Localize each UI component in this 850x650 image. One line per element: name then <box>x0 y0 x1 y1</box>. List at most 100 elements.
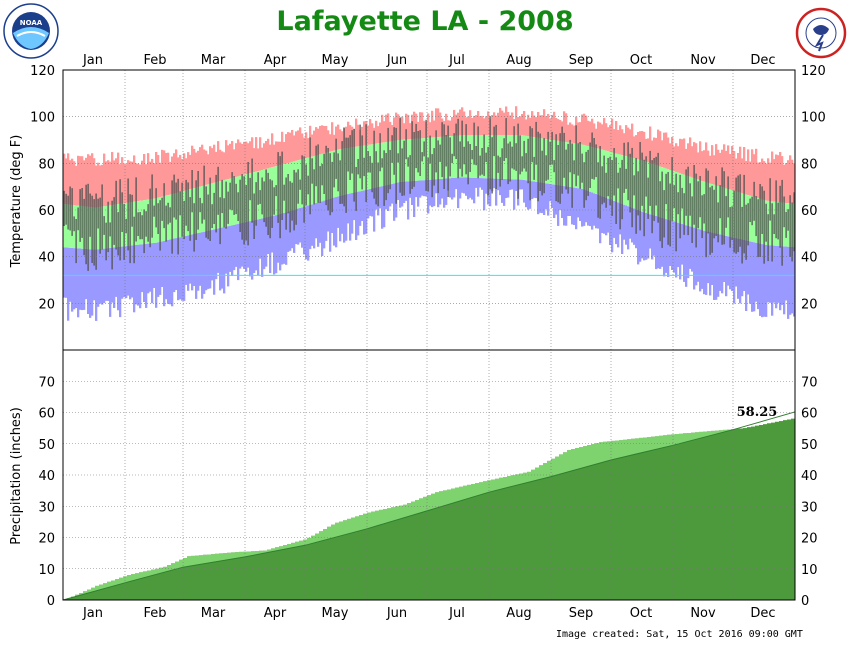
observed-bar <box>101 184 103 250</box>
record-low-bar <box>461 177 464 193</box>
record-high-bar <box>659 131 662 167</box>
observed-bar <box>741 206 743 264</box>
observed-bar <box>493 126 495 157</box>
precip-ytick-left: 20 <box>38 532 55 547</box>
observed-bar <box>295 172 297 225</box>
observed-bar <box>419 130 421 176</box>
observed-bar <box>107 201 109 253</box>
observed-bar <box>207 194 209 240</box>
observed-bar <box>693 165 695 225</box>
record-high-bar <box>329 134 332 152</box>
normal-range-bar <box>65 204 68 248</box>
record-high-bar <box>345 126 348 149</box>
month-label-top: Jul <box>448 53 465 68</box>
observed-bar <box>675 173 677 252</box>
observed-bar <box>611 160 613 216</box>
record-low-bar <box>763 244 766 317</box>
observed-bar <box>347 137 349 172</box>
record-low-bar <box>279 214 282 271</box>
record-low-bar <box>439 178 442 205</box>
record-low-bar <box>469 177 472 198</box>
record-high-bar <box>717 149 720 186</box>
observed-bar <box>183 200 185 240</box>
observed-bar <box>473 122 475 165</box>
observed-bar <box>391 135 393 163</box>
record-high-bar <box>271 133 274 168</box>
record-high-bar <box>469 110 472 136</box>
record-high-bar <box>251 137 254 173</box>
record-low-bar <box>83 248 86 310</box>
observed-bar <box>677 192 679 215</box>
observed-bar <box>709 187 711 255</box>
record-high-bar <box>205 150 208 185</box>
record-low-bar <box>673 221 676 273</box>
record-low-bar <box>181 236 184 301</box>
record-low-bar <box>85 249 88 300</box>
record-high-bar <box>159 162 162 198</box>
record-low-bar <box>621 203 624 254</box>
record-low-bar <box>203 231 206 294</box>
observed-bar <box>399 117 401 193</box>
record-high-bar <box>635 135 638 159</box>
record-low-bar <box>567 186 570 216</box>
record-low-bar <box>549 184 552 202</box>
observed-bar <box>701 195 703 239</box>
month-label-top: Nov <box>690 53 716 68</box>
record-high-bar <box>291 130 294 162</box>
observed-bar <box>615 157 617 224</box>
precip-ytick-right: 70 <box>801 375 818 390</box>
record-low-bar <box>723 235 726 282</box>
record-low-bar <box>227 226 230 287</box>
temp-ytick-left: 120 <box>30 64 55 79</box>
record-low-bar <box>509 179 512 190</box>
record-high-bar <box>479 116 482 136</box>
record-high-bar <box>557 119 560 141</box>
record-high-bar <box>391 125 394 142</box>
record-high-bar <box>539 115 542 138</box>
record-high-bar <box>553 111 556 141</box>
record-high-bar <box>695 143 698 179</box>
record-low-bar <box>451 178 454 200</box>
observed-bar <box>321 163 323 186</box>
observed-bar <box>97 198 99 229</box>
observed-bar <box>91 195 93 263</box>
record-high-bar <box>705 142 708 183</box>
observed-bar <box>743 174 745 254</box>
record-low-bar <box>161 241 164 287</box>
record-low-bar <box>785 246 788 301</box>
record-high-bar <box>515 106 518 136</box>
record-low-bar <box>561 185 564 218</box>
record-low-bar <box>157 242 160 297</box>
observed-bar <box>427 157 429 192</box>
observed-bar <box>601 166 603 205</box>
record-low-bar <box>581 188 584 227</box>
observed-bar <box>355 167 357 211</box>
record-high-bar <box>397 114 400 141</box>
record-low-bar <box>335 196 338 248</box>
record-high-bar <box>177 157 180 193</box>
observed-bar <box>323 153 325 194</box>
record-low-bar <box>665 219 668 273</box>
record-high-bar <box>191 145 194 189</box>
record-low-bar <box>149 243 152 292</box>
record-high-bar <box>183 153 186 191</box>
record-high-bar <box>121 157 124 204</box>
record-high-bar <box>725 150 728 189</box>
record-high-bar <box>325 126 328 153</box>
record-low-bar <box>713 233 716 300</box>
observed-bar <box>285 177 287 230</box>
record-low-bar <box>751 241 754 312</box>
observed-bar <box>317 144 319 203</box>
observed-bar <box>265 169 267 227</box>
record-high-bar <box>559 120 562 142</box>
record-low-bar <box>541 182 544 214</box>
record-low-bar <box>519 179 522 190</box>
record-low-bar <box>273 215 276 275</box>
record-high-bar <box>283 142 286 165</box>
observed-bar <box>103 216 105 235</box>
record-low-bar <box>381 186 384 229</box>
observed-bar <box>553 160 555 173</box>
record-low-bar <box>173 238 176 293</box>
record-high-bar <box>679 138 682 174</box>
record-high-bar <box>789 155 792 204</box>
